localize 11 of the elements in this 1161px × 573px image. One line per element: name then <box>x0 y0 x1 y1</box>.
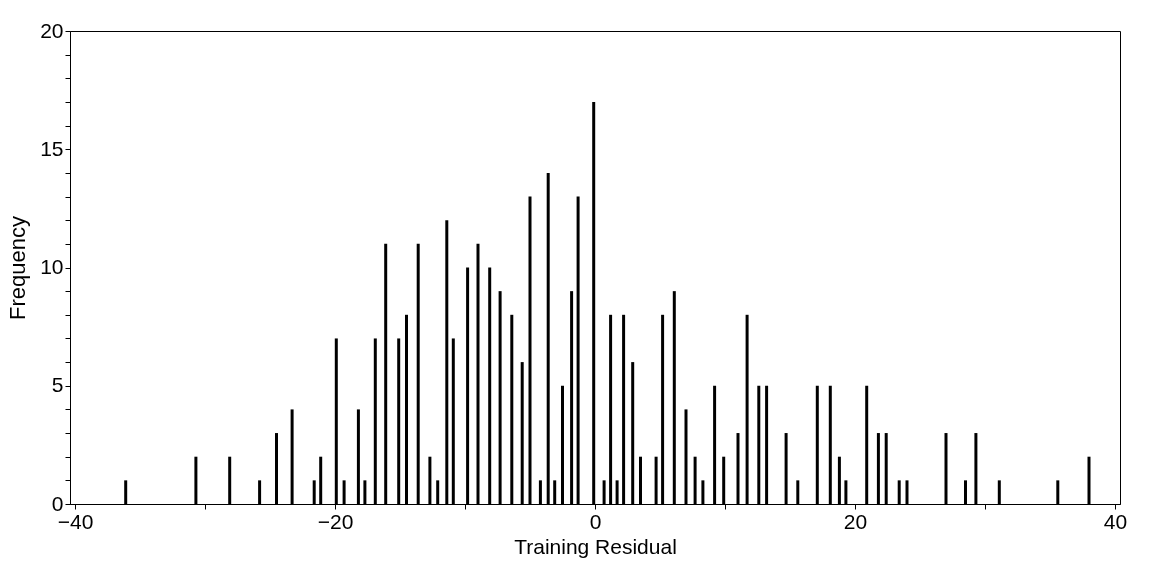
x-tick-label: 0 <box>589 509 602 533</box>
y-tick-label: 10 <box>40 255 64 278</box>
x-tick-label: −20 <box>317 509 354 533</box>
y-tick-label: 0 <box>51 491 64 515</box>
y-axis-title: Frequency <box>5 216 31 320</box>
y-tick-label: 5 <box>51 373 64 397</box>
x-tick-label: 20 <box>843 509 868 533</box>
y-tick-label: 20 <box>40 18 64 42</box>
y-tick-label: 15 <box>40 136 64 160</box>
x-tick-label: 40 <box>1103 509 1128 533</box>
x-axis-title: Training Residual <box>514 534 677 558</box>
